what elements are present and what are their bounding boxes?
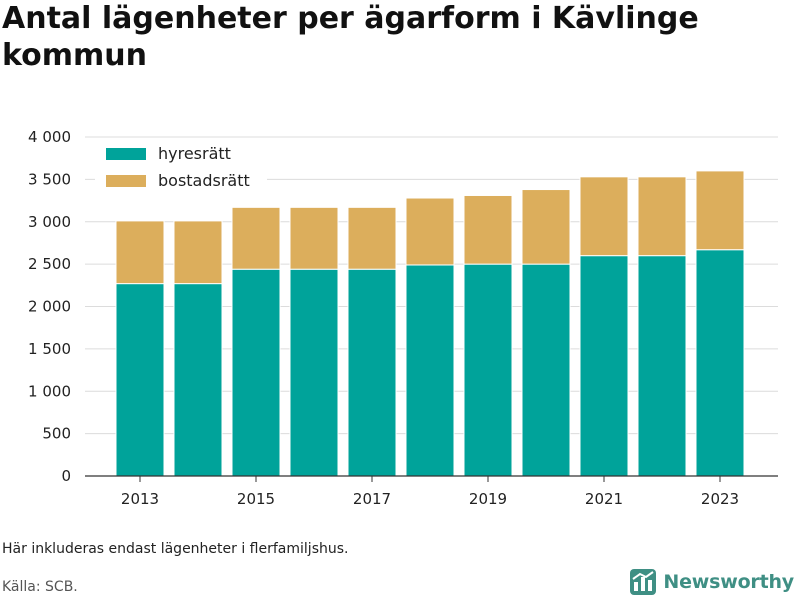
bar-hyresratt-2019 <box>463 263 513 477</box>
bar-hyresratt-2016 <box>289 268 339 477</box>
bar-bostadsratt-2022 <box>637 176 687 257</box>
y-tick-label: 3 000 <box>28 213 71 231</box>
y-tick-label: 1 500 <box>28 340 71 358</box>
legend-swatch-hyresratt <box>106 148 146 160</box>
y-tick-label: 2 500 <box>28 255 71 273</box>
axes: 0 500 1 000 1 500 2 000 2 500 3 000 3 500 4 000 2… <box>28 128 778 508</box>
x-tick-label: 2013 <box>121 490 159 508</box>
bar-bostadsratt-2016 <box>289 206 339 270</box>
bar-bostadsratt-2018 <box>405 197 455 266</box>
bar-bostadsratt-2015 <box>231 206 281 270</box>
legend-label-bostadsratt: bostadsrätt <box>158 171 250 190</box>
y-tick-label: 2 000 <box>28 298 71 316</box>
bar-bostadsratt-2023 <box>695 170 745 251</box>
bar-hyresratt-2018 <box>405 264 455 477</box>
bar-bostadsratt-2020 <box>521 189 571 265</box>
bar-hyresratt-2020 <box>521 263 571 477</box>
bar-hyresratt-2015 <box>231 268 281 477</box>
bar-bostadsratt-2021 <box>579 176 629 257</box>
y-tick-label: 500 <box>42 425 71 443</box>
y-tick-label: 1 000 <box>28 382 71 400</box>
bar-hyresratt-2013 <box>115 283 165 477</box>
x-tick-label: 2019 <box>469 490 507 508</box>
legend: hyresrätt bostadsrätt <box>95 140 267 196</box>
bar-hyresratt-2014 <box>173 283 223 477</box>
footnote: Här inkluderas endast lägenheter i flerf… <box>2 541 349 557</box>
x-tick-label: 2015 <box>237 490 275 508</box>
legend-label-hyresratt: hyresrätt <box>158 144 231 163</box>
bar-hyresratt-2021 <box>579 255 629 477</box>
bar-bostadsratt-2019 <box>463 194 513 265</box>
y-tick-label: 4 000 <box>28 128 71 146</box>
bar-bostadsratt-2017 <box>347 206 397 270</box>
bar-hyresratt-2023 <box>695 249 745 477</box>
x-tick-label: 2021 <box>585 490 623 508</box>
y-tick-label: 3 500 <box>28 170 71 188</box>
bars <box>115 170 745 477</box>
source-note: Källa: SCB. <box>2 579 78 595</box>
chart-title: Antal lägenheter per ägarform i Kävlinge… <box>2 1 699 73</box>
bar-hyresratt-2017 <box>347 268 397 477</box>
newsworthy-logo-icon <box>630 569 657 595</box>
x-tick-label: 2023 <box>701 490 739 508</box>
legend-swatch-bostadsratt <box>106 175 146 187</box>
x-tick-label: 2017 <box>353 490 391 508</box>
brand-logo: Newsworthy <box>630 568 794 596</box>
brand-name: Newsworthy <box>663 571 794 593</box>
bar-bostadsratt-2013 <box>115 220 165 285</box>
y-tick-label: 0 <box>61 467 71 485</box>
bar-bostadsratt-2014 <box>173 220 223 285</box>
bar-hyresratt-2022 <box>637 255 687 477</box>
